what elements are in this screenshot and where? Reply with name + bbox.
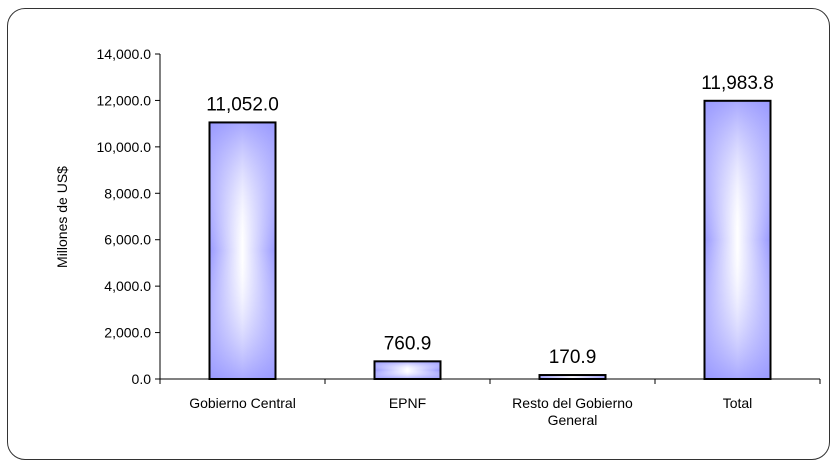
y-tick-label: 6,000.0 xyxy=(104,232,151,248)
x-category-label: Resto del Gobierno xyxy=(512,395,633,411)
x-category-label: EPNF xyxy=(389,395,426,411)
y-tick-label: 10,000.0 xyxy=(97,139,152,155)
bar-shading xyxy=(374,361,441,379)
bar-outline xyxy=(703,99,772,380)
data-label: 760.9 xyxy=(384,333,432,354)
bar-outline xyxy=(538,374,607,381)
data-label: 11,052.0 xyxy=(206,94,279,115)
x-category-label: General xyxy=(548,412,598,428)
bar-shading xyxy=(209,122,276,379)
data-label: 11,983.8 xyxy=(701,73,774,94)
bar-shading xyxy=(704,100,771,380)
y-tick-label: 12,000.0 xyxy=(97,92,152,108)
y-tick-label: 2,000.0 xyxy=(104,325,151,341)
bar-shading xyxy=(539,375,606,379)
x-category-label: Gobierno Central xyxy=(189,395,296,411)
x-category-label: Total xyxy=(723,395,753,411)
y-tick-label: 0.0 xyxy=(132,371,152,387)
bar-outline xyxy=(373,360,442,380)
y-axis-title: Millones de US$ xyxy=(54,166,70,268)
y-tick-label: 8,000.0 xyxy=(104,185,151,201)
bar-outline xyxy=(208,121,277,381)
chart-frame xyxy=(7,8,830,460)
data-label: 170.9 xyxy=(549,347,597,368)
y-tick-label: 4,000.0 xyxy=(104,278,151,294)
y-tick-label: 14,000.0 xyxy=(97,46,152,62)
